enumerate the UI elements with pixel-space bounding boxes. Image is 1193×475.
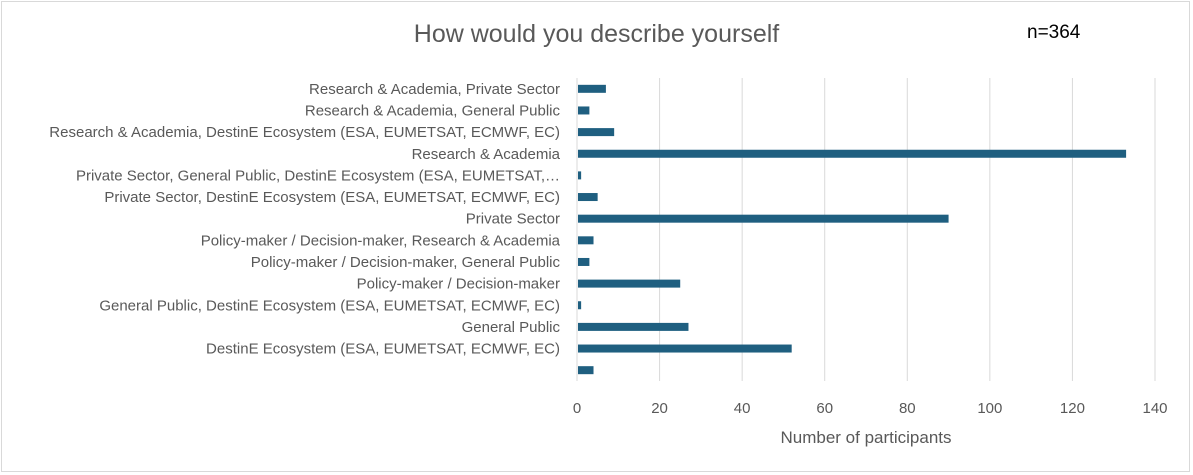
bar	[578, 322, 689, 331]
bar	[578, 214, 949, 223]
category-label: Private Sector	[466, 211, 560, 228]
bar	[578, 84, 606, 93]
bar	[578, 301, 582, 310]
gridlines	[576, 78, 1156, 381]
tick-labels: 0 20 40 60 80 100 120 140	[573, 400, 1168, 417]
category-label: Policy-maker / Decision-maker, General P…	[251, 254, 561, 271]
x-tick-label: 40	[734, 400, 751, 417]
bars	[578, 84, 1127, 375]
bar	[578, 128, 615, 137]
x-tick-label: 20	[651, 400, 668, 417]
x-tick-label: 80	[899, 400, 916, 417]
x-tick-label: 100	[977, 400, 1002, 417]
category-label: Research & Academia	[412, 146, 561, 163]
bar	[578, 366, 594, 375]
category-label: Private Sector, DestinE Ecosystem (ESA, …	[104, 189, 560, 206]
x-tick-label: 120	[1060, 400, 1085, 417]
sample-size-note: n=364	[1027, 22, 1081, 43]
category-label: General Public, DestinE Ecosystem (ESA, …	[99, 297, 560, 314]
category-labels: Research & Academia, Private Sector Resea…	[49, 81, 560, 358]
bar	[578, 257, 590, 266]
category-label: Policy-maker / Decision-maker, Research …	[201, 232, 561, 249]
bar	[578, 344, 792, 353]
bar	[578, 193, 598, 202]
bar	[578, 149, 1127, 158]
x-tick-label: 140	[1142, 400, 1167, 417]
x-axis-title: Number of participants	[780, 428, 951, 447]
category-label: DestinE Ecosystem (ESA, EUMETSAT, ECMWF,…	[206, 341, 560, 358]
bar	[578, 106, 590, 115]
bar	[578, 279, 681, 288]
category-label: Private Sector, General Public, DestinE …	[76, 167, 560, 184]
x-tick-label: 0	[573, 400, 581, 417]
category-label: Research & Academia, General Public	[305, 102, 561, 119]
category-label: Policy-maker / Decision-maker	[357, 276, 560, 293]
category-label: General Public	[462, 319, 561, 336]
category-label: Research & Academia, DestinE Ecosystem (…	[49, 124, 560, 141]
x-tick-label: 60	[816, 400, 833, 417]
chart-title: How would you describe yourself	[413, 20, 780, 48]
category-label: Research & Academia, Private Sector	[309, 81, 560, 98]
bar	[578, 171, 582, 180]
bar	[578, 236, 594, 245]
